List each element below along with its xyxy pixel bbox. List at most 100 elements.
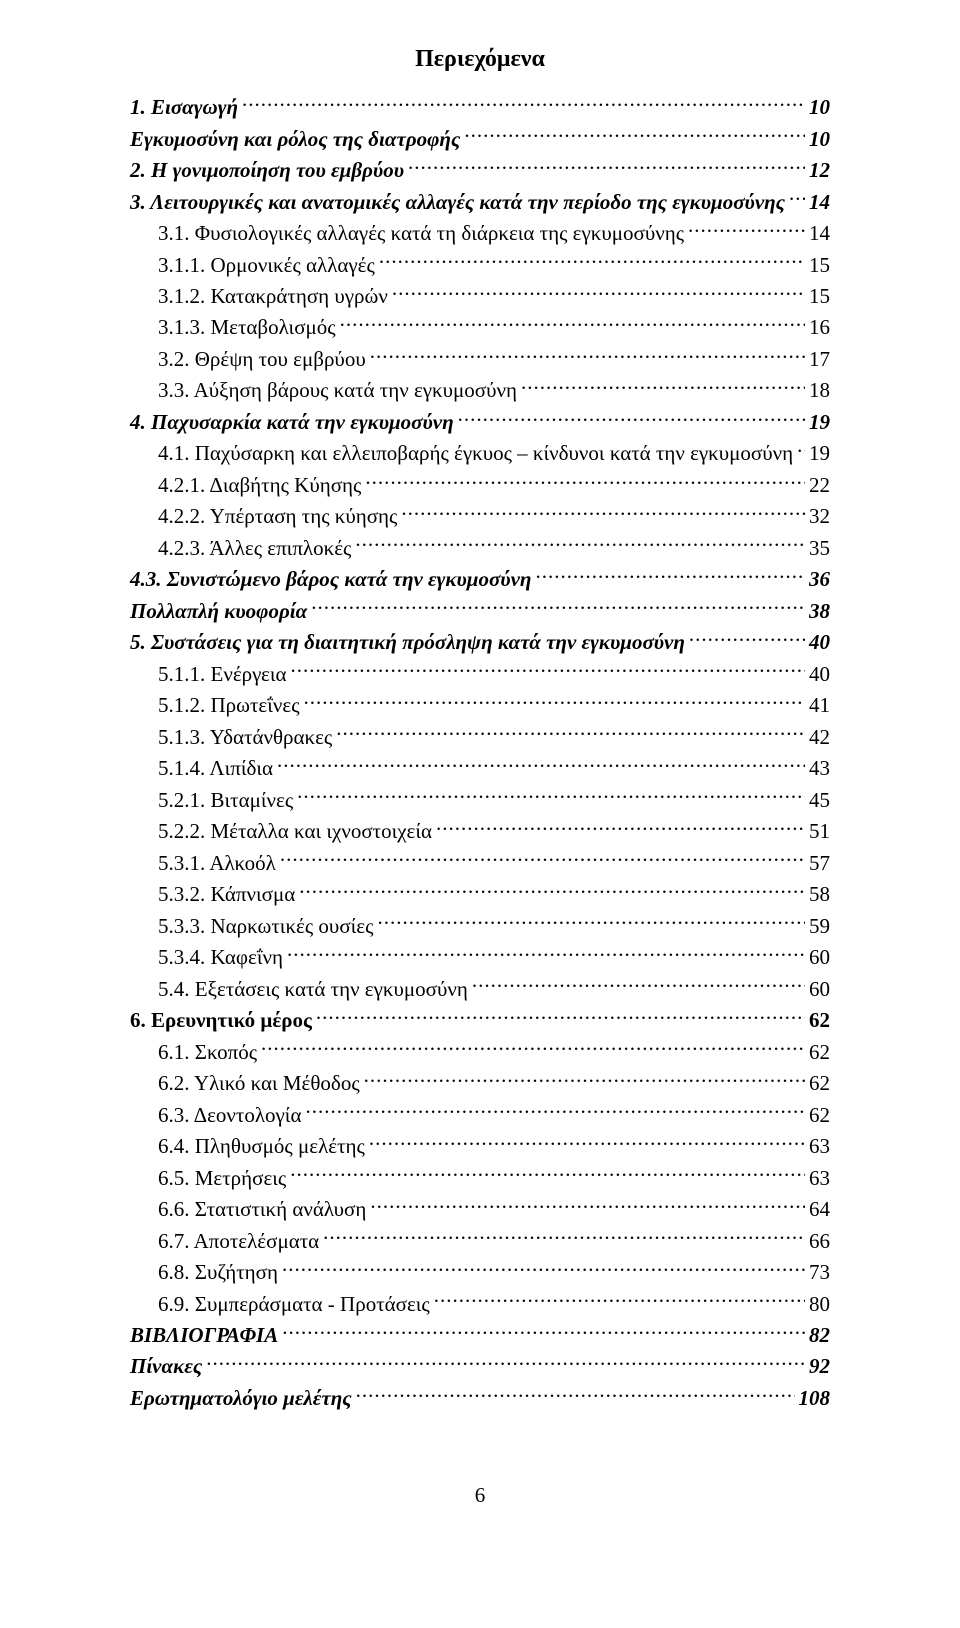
toc-entry-page: 80 [809,1290,830,1319]
toc-entry: 6.5. Μετρήσεις63 [130,1161,830,1192]
toc-entry-label: Πολλαπλή κυοφορία [130,597,307,626]
toc-entry-label: 5.3.2. Κάπνισμα [158,880,295,909]
toc-entry: 5.2.2. Μέταλλα και ιχνοστοιχεία51 [130,815,830,846]
toc-entry: 4.3. Συνιστώμενο βάρος κατά την εγκυμοσύ… [130,563,830,594]
toc-leader [304,689,805,712]
toc-entry-label: 5.1.1. Ενέργεια [158,660,287,689]
toc-leader [408,154,805,177]
toc-entry: 3. Λειτουργικές και ανατομικές αλλαγές κ… [130,185,830,216]
toc-entry-page: 16 [809,313,830,342]
toc-entry: 5.3.4. Καφεΐνη 60 [130,941,830,972]
toc-body: 1. Εισαγωγή10Εγκυμοσύνη και ρόλος της δι… [130,91,830,1413]
toc-entry-label: ΒΙΒΛΙΟΓΡΑΦΙΑ [130,1321,278,1350]
toc-leader [287,941,805,964]
toc-entry-label: Ερωτηματολόγιο μελέτης [130,1384,352,1413]
toc-entry: 6.2. Υλικό και Μέθοδος62 [130,1067,830,1098]
toc-entry: 5.4. Εξετάσεις κατά την εγκυμοσύνη 60 [130,973,830,1004]
toc-entry-page: 41 [809,691,830,720]
toc-leader [369,1130,805,1153]
toc-entry: 6.3. Δεοντολογία62 [130,1099,830,1130]
toc-entry: 5.3.2. Κάπνισμα 58 [130,878,830,909]
toc-entry-label: 2. Η γονιμοποίηση του εμβρύου [130,156,404,185]
toc-leader [521,374,805,397]
toc-entry: 6.4. Πληθυσμός μελέτης63 [130,1130,830,1161]
toc-entry-label: 3.1.2. Κατακράτηση υγρών [158,282,388,311]
toc-leader [316,1004,805,1027]
toc-entry-label: 3.1.3. Μεταβολισμός [158,313,336,342]
toc-entry-label: 5.3.4. Καφεΐνη [158,943,283,972]
toc-leader [297,784,805,807]
toc-entry-page: 45 [809,786,830,815]
toc-leader [370,1193,805,1216]
toc-entry: 3.3. Αύξηση βάρους κατά την εγκυμοσύνη18 [130,374,830,405]
toc-entry-page: 51 [809,817,830,846]
toc-leader [206,1350,805,1373]
document-page: Περιεχόμενα 1. Εισαγωγή10Εγκυμοσύνη και … [0,0,960,1628]
toc-leader [323,1224,805,1247]
toc-entry: 6.1. Σκοπός62 [130,1036,830,1067]
toc-entry-page: 62 [809,1038,830,1067]
toc-entry: 5.1.4. Λιπίδια43 [130,752,830,783]
toc-entry: 2. Η γονιμοποίηση του εμβρύου 12 [130,154,830,185]
toc-entry-label: 5.1.4. Λιπίδια [158,754,273,783]
toc-entry-page: 14 [809,188,830,217]
toc-leader [458,406,805,429]
toc-leader [282,1319,805,1342]
toc-entry-page: 64 [809,1195,830,1224]
toc-entry-label: 3.1.1. Ορμονικές αλλαγές [158,251,375,280]
toc-entry: 1. Εισαγωγή10 [130,91,830,122]
toc-leader [299,878,805,901]
toc-leader [305,1099,805,1122]
toc-entry-label: 6.8. Συζήτηση [158,1258,278,1287]
toc-entry: 6.9. Συμπεράσματα - Προτάσεις80 [130,1287,830,1318]
toc-leader [434,1287,805,1310]
toc-entry-page: 60 [809,943,830,972]
toc-entry-page: 60 [809,975,830,1004]
toc-entry: 4.2.3. Άλλες επιπλοκές35 [130,532,830,563]
toc-entry-label: 5.3.1. Αλκοόλ [158,849,276,878]
toc-entry-label: 6.6. Στατιστική ανάλυση [158,1195,366,1224]
toc-entry: 5.1.3. Υδατάνθρακες 42 [130,721,830,752]
toc-entry-page: 59 [809,912,830,941]
toc-entry-page: 62 [809,1101,830,1130]
toc-entry-page: 42 [809,723,830,752]
toc-leader [242,91,805,114]
toc-leader [290,1161,805,1184]
toc-leader [370,343,805,366]
toc-entry: 4.1. Παχύσαρκη και ελλειποβαρής έγκυος –… [130,437,830,468]
toc-entry-page: 18 [809,376,830,405]
toc-entry-page: 14 [809,219,830,248]
toc-entry: 6. Ερευνητικό μέρος62 [130,1004,830,1035]
toc-entry-label: 4.1. Παχύσαρκη και ελλειποβαρής έγκυος –… [158,439,793,468]
toc-entry: 3.1. Φυσιολογικές αλλαγές κατά τη διάρκε… [130,217,830,248]
toc-entry-page: 66 [809,1227,830,1256]
toc-entry-page: 108 [799,1384,831,1413]
toc-entry-page: 10 [809,125,830,154]
toc-entry-page: 15 [809,251,830,280]
toc-entry-page: 63 [809,1164,830,1193]
toc-entry: 3.2. Θρέψη του εμβρύου17 [130,343,830,374]
toc-entry-page: 92 [809,1352,830,1381]
toc-entry-page: 12 [809,156,830,185]
toc-entry: 5.1.2. Πρωτεΐνες41 [130,689,830,720]
toc-entry-label: 4.3. Συνιστώμενο βάρος κατά την εγκυμοσύ… [130,565,531,594]
toc-entry-label: 5.2.1. Βιταμίνες [158,786,293,815]
toc-leader [311,595,805,618]
toc-entry-page: 58 [809,880,830,909]
toc-entry-page: 57 [809,849,830,878]
toc-entry: 6.7. Αποτελέσματα66 [130,1224,830,1255]
toc-entry-label: Πίνακες [130,1352,202,1381]
toc-entry-label: 5. Συστάσεις για τη διαιτητική πρόσληψη … [130,628,685,657]
toc-entry-page: 40 [809,628,830,657]
toc-entry: Πολλαπλή κυοφορία38 [130,595,830,626]
toc-entry-label: 6.2. Υλικό και Μέθοδος [158,1069,360,1098]
toc-leader [355,532,805,555]
toc-entry-page: 40 [809,660,830,689]
toc-leader [365,469,805,492]
toc-entry-label: 6. Ερευνητικό μέρος [130,1006,312,1035]
toc-leader [261,1036,805,1059]
toc-entry-page: 73 [809,1258,830,1287]
toc-entry-label: 5.1.3. Υδατάνθρακες [158,723,332,752]
toc-entry: 4. Παχυσαρκία κατά την εγκυμοσύνη19 [130,406,830,437]
toc-entry-label: 5.4. Εξετάσεις κατά την εγκυμοσύνη [158,975,468,1004]
